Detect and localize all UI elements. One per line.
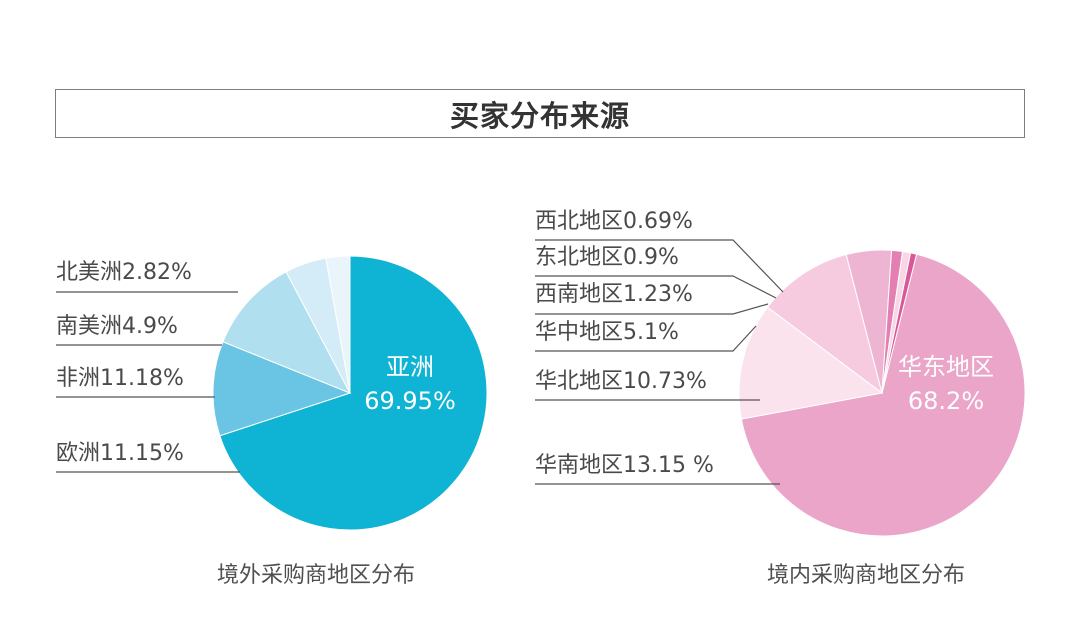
pie-slice-region-4 xyxy=(325,255,351,394)
slice-label: 北美洲2.82% xyxy=(56,260,192,285)
slice-label: 欧洲11.15% xyxy=(56,441,184,466)
slice-label: 华南地区13.15 % xyxy=(535,453,714,478)
leader-line xyxy=(535,303,769,315)
pie-slice-asia xyxy=(219,255,488,531)
pie-slice-region-2 xyxy=(766,253,883,395)
title-box: 买家分布来源 xyxy=(55,89,1025,138)
chart-caption-overseas: 境外采购商地区分布 xyxy=(217,563,416,588)
slice-value-main: 68.2% xyxy=(908,387,984,415)
chart-caption-domestic: 境内采购商地区分布 xyxy=(767,563,966,588)
pie-slice-region-2 xyxy=(222,271,352,394)
leader-line xyxy=(535,325,757,352)
leader-line xyxy=(535,275,777,299)
page-title: 买家分布来源 xyxy=(449,98,630,133)
leader-line xyxy=(535,239,784,293)
slice-label-main: 亚洲 xyxy=(386,353,434,381)
slice-label: 华中地区5.1% xyxy=(535,320,679,345)
slice-label: 东北地区0.9% xyxy=(535,245,679,270)
pie-slice-region-6 xyxy=(881,252,918,394)
slice-label: 南美洲4.9% xyxy=(56,314,178,339)
slice-label: 西南地区1.23% xyxy=(535,282,693,307)
slice-label: 华北地区10.73% xyxy=(535,369,707,394)
slice-label-main: 华东地区 xyxy=(898,353,994,381)
pie-slice-region-1 xyxy=(738,306,884,420)
slice-label: 非洲11.18% xyxy=(56,366,184,391)
pie-slice-east-china xyxy=(740,253,1026,537)
slice-value-main: 69.95% xyxy=(364,387,456,415)
slice-label: 西北地区0.69% xyxy=(535,209,693,234)
